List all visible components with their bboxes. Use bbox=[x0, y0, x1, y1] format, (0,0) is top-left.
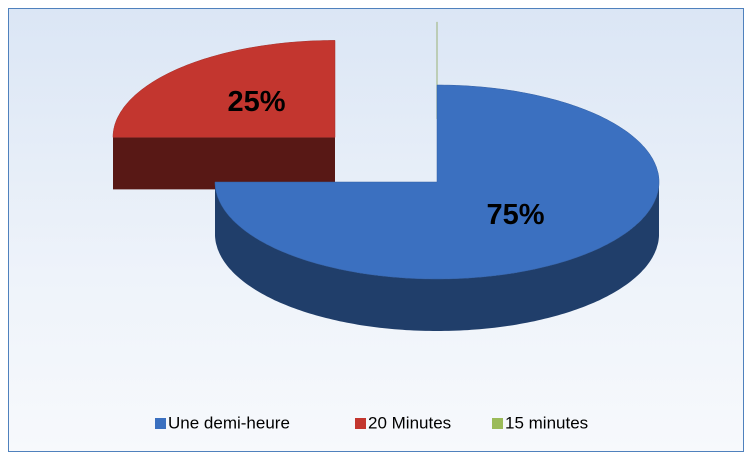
legend-swatch bbox=[492, 418, 503, 429]
slice: 25% bbox=[112, 40, 336, 190]
data-label: 75% bbox=[486, 199, 544, 231]
legend-label: 15 minutes bbox=[505, 413, 588, 432]
legend-swatch bbox=[355, 418, 366, 429]
legend: Une demi-heure 20 Minutes 15 minutes bbox=[155, 413, 588, 432]
legend-label: 20 Minutes bbox=[368, 413, 451, 432]
slice-wall bbox=[215, 182, 659, 331]
legend-label: Une demi-heure bbox=[168, 413, 290, 432]
slice-side bbox=[113, 137, 335, 190]
slice-top bbox=[112, 40, 336, 138]
pie: 25% 75% bbox=[112, 21, 660, 331]
slice-top bbox=[214, 84, 660, 280]
data-label: 25% bbox=[227, 86, 285, 118]
slice: 75% bbox=[214, 84, 660, 331]
legend-swatch bbox=[155, 418, 166, 429]
